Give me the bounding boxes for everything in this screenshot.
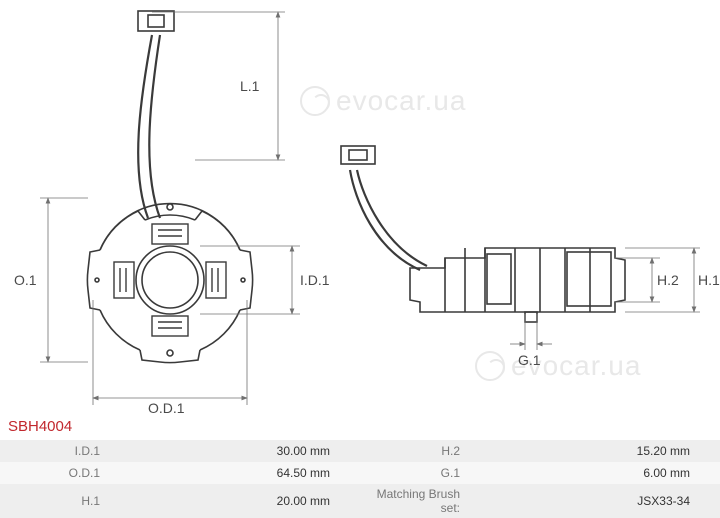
spec-key: O.D.1	[0, 462, 110, 484]
spec-value: 15.20 mm	[470, 440, 720, 462]
spec-value: 6.00 mm	[470, 462, 720, 484]
spec-table: I.D.1 30.00 mm H.2 15.20 mm O.D.1 64.50 …	[0, 440, 720, 518]
dim-label-OD1: O.D.1	[148, 400, 185, 416]
spec-key: I.D.1	[0, 440, 110, 462]
spec-key: H.2	[360, 440, 470, 462]
table-row: O.D.1 64.50 mm G.1 6.00 mm	[0, 462, 720, 484]
front-view	[87, 11, 252, 363]
technical-drawing	[0, 0, 720, 420]
dim-label-H2: H.2	[657, 272, 679, 288]
dim-label-ID1: I.D.1	[300, 272, 330, 288]
spec-key: G.1	[360, 462, 470, 484]
diagram-area: evocar.ua evocar.ua	[0, 0, 720, 420]
dim-label-L1: L.1	[240, 78, 259, 94]
dim-label-G1: G.1	[518, 352, 541, 368]
dim-label-H1: H.1	[698, 272, 720, 288]
dim-label-O1: O.1	[14, 272, 37, 288]
spec-value: 30.00 mm	[110, 440, 360, 462]
spec-value: 64.50 mm	[110, 462, 360, 484]
table-row: I.D.1 30.00 mm H.2 15.20 mm	[0, 440, 720, 462]
side-view	[341, 146, 625, 322]
part-number: SBH4004	[8, 418, 72, 435]
